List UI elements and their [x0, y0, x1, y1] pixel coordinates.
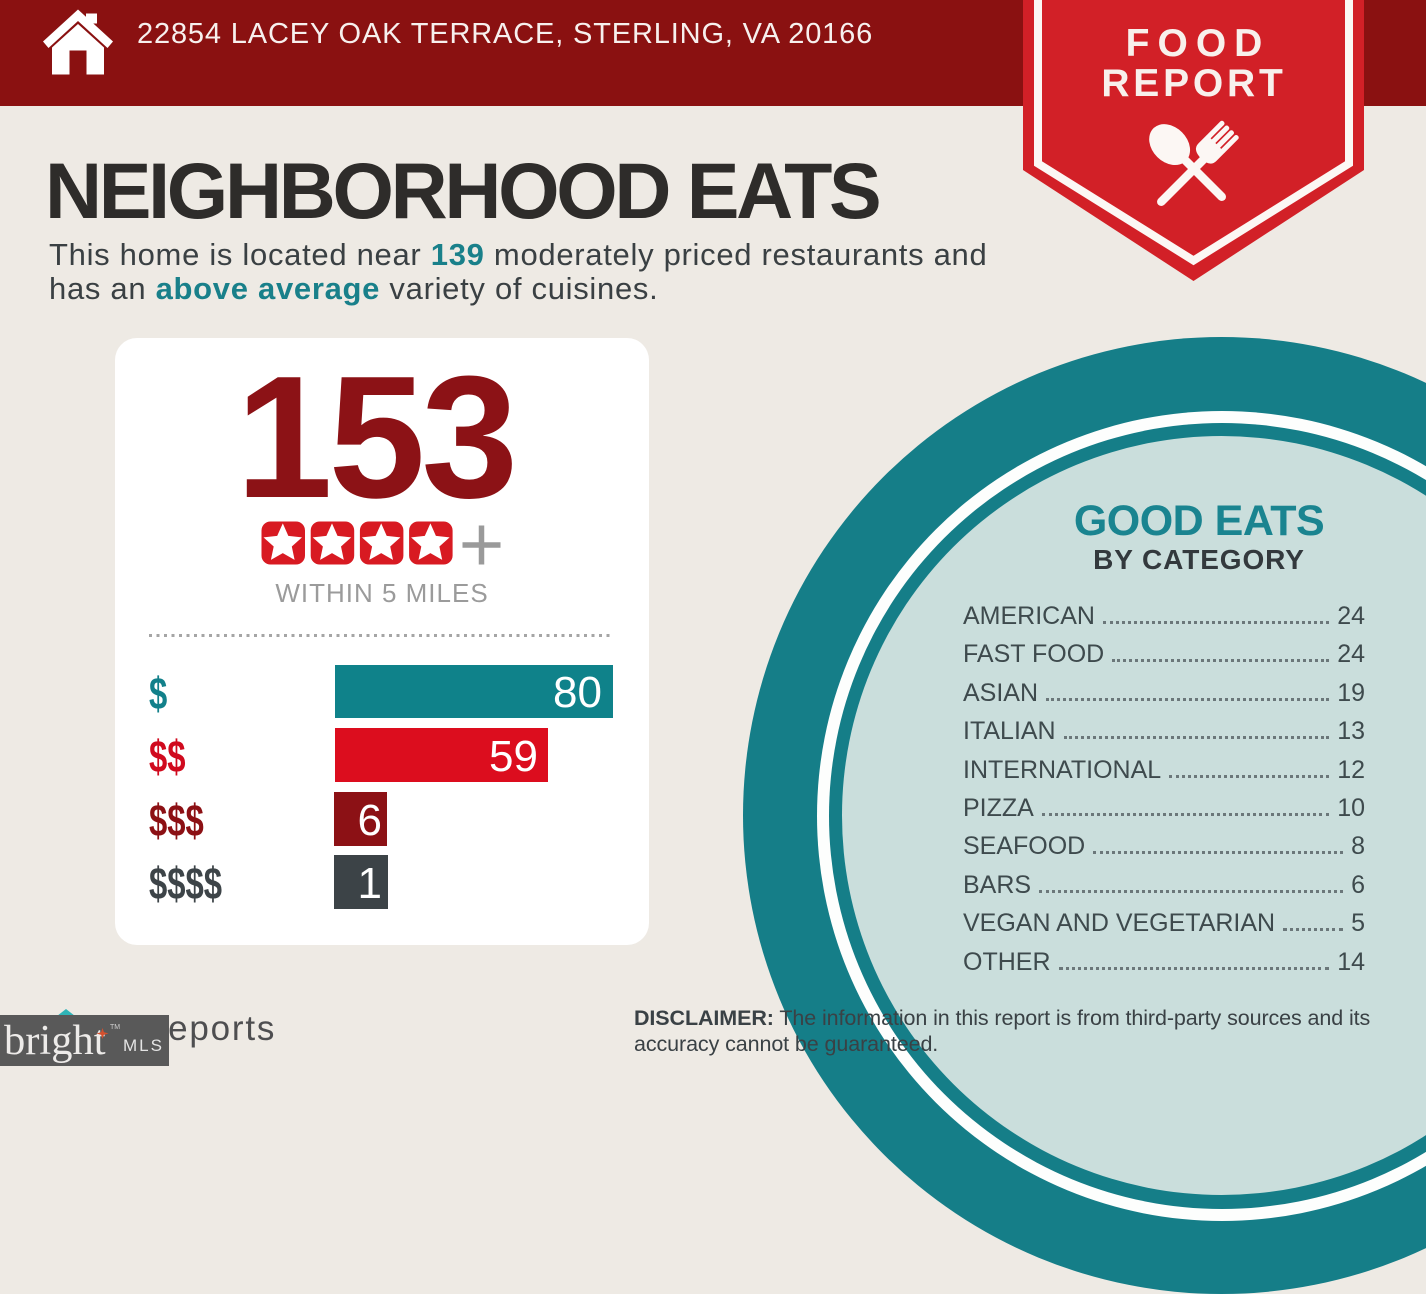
svg-text:REPORT: REPORT: [1101, 62, 1286, 105]
svg-text:FOOD: FOOD: [1126, 22, 1271, 65]
